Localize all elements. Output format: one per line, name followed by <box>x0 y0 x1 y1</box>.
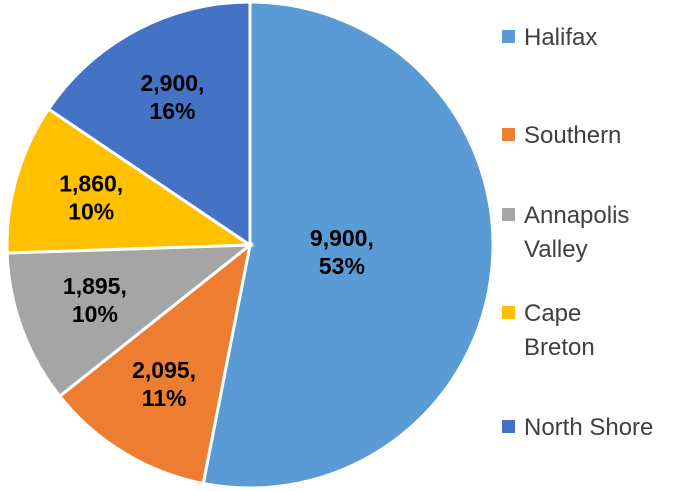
data-label: 9,900, 53% <box>310 225 374 279</box>
pie-slice <box>201 0 495 490</box>
pie-slice <box>57 241 253 486</box>
data-label: 2,900, 16% <box>140 70 204 124</box>
legend-label: Cape Breton <box>524 299 595 361</box>
legend-swatch <box>502 305 515 319</box>
legend-swatch <box>502 127 515 141</box>
legend-swatch <box>502 30 515 43</box>
legend-item: Annapolis Valley <box>502 199 672 267</box>
legend-item: North Shore <box>502 411 672 445</box>
legend-label: North Shore <box>524 414 654 441</box>
pie-slice <box>46 0 252 248</box>
legend-swatch <box>502 208 515 221</box>
legend-item: Cape Breton <box>502 297 672 365</box>
legend-label: Halifax <box>524 24 598 51</box>
data-label: 1,860, 10% <box>59 170 123 224</box>
legend-swatch <box>502 420 515 433</box>
data-label: 1,895, 10% <box>63 273 127 327</box>
legend-item: Southern <box>502 119 672 153</box>
legend-label: Southern <box>524 121 622 149</box>
legend-label: Annapolis Valley <box>524 202 630 263</box>
data-label: 2,095, 11% <box>132 357 196 411</box>
legend-item: Halifax <box>502 21 672 55</box>
pie-slice <box>5 243 255 399</box>
pie-slice <box>5 106 255 255</box>
